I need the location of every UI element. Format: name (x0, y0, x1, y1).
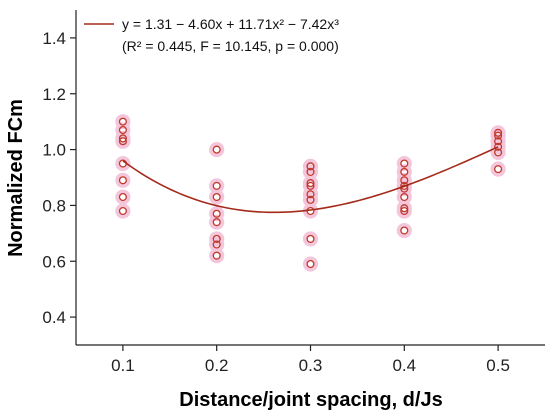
data-point (306, 181, 315, 190)
data-point-halo (209, 189, 225, 205)
fit-curve-group (122, 146, 499, 214)
data-point (400, 206, 409, 216)
data-point-halo (490, 144, 506, 160)
data-point-halo (490, 139, 506, 155)
data-point (494, 131, 503, 140)
y-tick-label: 0.6 (42, 252, 66, 271)
data-point-halo (209, 231, 225, 247)
y-tick-label: 1.4 (42, 29, 66, 48)
data-point (306, 234, 315, 243)
y-tick-label: 1.0 (42, 141, 66, 160)
legend: y = 1.31 − 4.60x + 11.71x² − 7.42x³ (R² … (84, 16, 339, 54)
data-point (118, 206, 127, 216)
x-axis-label: Distance/joint spacing, d/Js (179, 389, 442, 411)
data-point-halo (115, 203, 131, 219)
data-point-halo (115, 189, 131, 205)
legend-stats: (R² = 0.445, F = 10.145, p = 0.000) (122, 38, 339, 54)
x-tick-label: 0.5 (486, 356, 510, 375)
data-point-halo (490, 161, 506, 177)
data-point (118, 192, 127, 202)
data-point (212, 251, 221, 260)
data-point (118, 176, 127, 185)
y-tick-label: 0.4 (42, 308, 66, 327)
data-point (494, 165, 503, 174)
data-point (400, 176, 409, 185)
data-point (400, 184, 409, 193)
data-points (115, 114, 506, 272)
data-point (306, 195, 315, 204)
data-point (400, 226, 409, 235)
fit-curve (122, 146, 499, 214)
data-point (212, 192, 221, 202)
tick-marks: 0.1 0.2 0.3 0.4 0.5 0.4 0.6 0.8 1.0 1.2 1.4 (42, 29, 510, 375)
data-point (212, 145, 221, 154)
x-tick-label: 0.3 (299, 356, 323, 375)
data-point (494, 142, 503, 151)
x-tick-label: 0.4 (392, 356, 416, 375)
data-point (212, 209, 221, 218)
data-point (118, 134, 127, 143)
data-point-halo (302, 256, 319, 272)
data-point (494, 137, 503, 146)
x-tick-label: 0.1 (111, 356, 135, 375)
data-point (118, 125, 127, 135)
data-point (306, 179, 315, 188)
data-point-halo (115, 155, 131, 172)
data-point-halo (302, 231, 319, 247)
data-point-halo (209, 248, 225, 264)
data-point (212, 181, 221, 190)
data-point (400, 204, 409, 213)
data-point-halo (302, 158, 319, 174)
data-point (118, 137, 127, 146)
data-point-halo (115, 172, 131, 188)
data-point (118, 117, 127, 126)
data-point (306, 162, 315, 171)
data-point-halo (396, 222, 412, 239)
y-tick-label: 0.8 (42, 196, 66, 215)
data-point (306, 259, 315, 269)
data-point (306, 190, 315, 199)
data-point (306, 167, 315, 176)
x-tick-label: 0.2 (205, 356, 229, 375)
data-point (400, 192, 409, 202)
y-axis-label: Normalized FCm (5, 99, 27, 257)
data-point (212, 234, 221, 243)
data-point (494, 148, 503, 157)
data-point (212, 240, 221, 249)
data-point (494, 128, 503, 137)
data-point (400, 167, 409, 176)
y-tick-label: 1.2 (42, 85, 66, 104)
data-point (400, 159, 409, 168)
legend-equation: y = 1.31 − 4.60x + 11.71x² − 7.42x³ (122, 16, 339, 32)
data-point (400, 181, 409, 190)
data-point (212, 218, 221, 227)
data-point-halo (209, 141, 225, 158)
